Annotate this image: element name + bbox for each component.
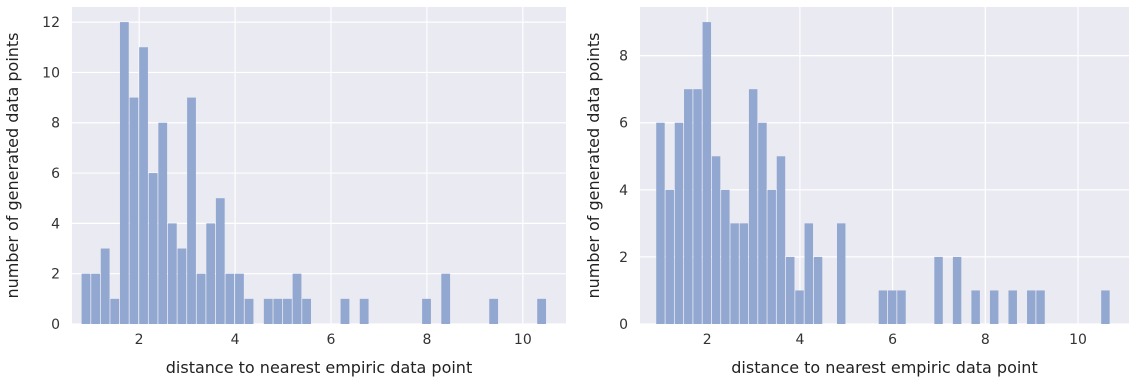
histogram-bar bbox=[702, 22, 712, 324]
histogram-bar bbox=[422, 298, 431, 324]
histogram-bar bbox=[187, 97, 196, 324]
histogram-bar bbox=[748, 89, 758, 325]
histogram-bar bbox=[177, 248, 187, 324]
histogram-bar bbox=[244, 298, 254, 324]
y-tick-label: 2 bbox=[619, 250, 628, 266]
y-tick-label: 12 bbox=[42, 15, 60, 31]
x-axis-label: distance to nearest empiric data point bbox=[166, 358, 472, 377]
x-tick-label: 10 bbox=[1069, 332, 1087, 348]
histogram-bar bbox=[273, 298, 283, 324]
histogram-bar bbox=[489, 298, 499, 324]
x-tick-label: 8 bbox=[981, 332, 990, 348]
histogram-bar bbox=[665, 189, 674, 324]
histogram-left: 2 4 6 8 10 0 2 4 6 8 10 12 distance to nearest empir… bbox=[3, 7, 566, 377]
histogram-bar bbox=[887, 290, 897, 324]
histogram-bar bbox=[148, 173, 158, 324]
histogram-bar bbox=[786, 256, 795, 324]
histogram-bar bbox=[836, 223, 846, 324]
y-axis-label: number of generated data points bbox=[3, 32, 22, 298]
x-tick-label: 6 bbox=[888, 332, 897, 348]
histogram-bar bbox=[952, 256, 962, 324]
y-axis-label: number of generated data points bbox=[584, 32, 603, 298]
y-tick-label: 6 bbox=[619, 116, 628, 132]
histogram-bar bbox=[340, 298, 350, 324]
histogram-bar bbox=[441, 273, 451, 324]
y-tick-label: 10 bbox=[42, 65, 60, 81]
histogram-bar bbox=[989, 290, 999, 324]
histogram-bar bbox=[878, 290, 888, 324]
y-tick-label: 6 bbox=[51, 166, 60, 182]
histogram-bar bbox=[971, 290, 980, 324]
histogram-bar bbox=[206, 223, 216, 324]
histogram-bar bbox=[739, 223, 749, 324]
histogram-bar bbox=[813, 256, 823, 324]
histogram-bar bbox=[711, 156, 721, 324]
histogram-bar bbox=[1008, 290, 1017, 324]
histogram-bar bbox=[934, 256, 943, 324]
histogram-bar bbox=[1027, 290, 1036, 324]
y-tick-label: 2 bbox=[51, 267, 60, 283]
y-tick-label: 8 bbox=[619, 49, 628, 65]
histogram-bar bbox=[776, 156, 786, 324]
histogram-bar bbox=[767, 189, 776, 324]
histogram-bar bbox=[158, 122, 168, 324]
histogram-bar bbox=[897, 290, 906, 324]
x-tick-label: 8 bbox=[422, 332, 431, 348]
histogram-bar bbox=[139, 47, 148, 324]
histogram-right: 2 4 6 8 10 0 2 4 6 8 distance to nearest empiric d… bbox=[584, 7, 1129, 377]
x-tick-label: 10 bbox=[514, 332, 532, 348]
histogram-bar bbox=[91, 273, 100, 324]
histogram-bar bbox=[1036, 290, 1045, 324]
histogram-bar bbox=[81, 273, 91, 324]
x-tick-label: 2 bbox=[703, 332, 712, 348]
histogram-bar bbox=[283, 298, 292, 324]
histogram-bar bbox=[302, 298, 312, 324]
histogram-bar bbox=[795, 290, 804, 324]
histogram-bar bbox=[804, 223, 814, 324]
histogram-bar bbox=[758, 122, 767, 324]
histogram-bar bbox=[684, 89, 693, 325]
histogram-bar bbox=[693, 89, 702, 325]
histogram-bar bbox=[730, 223, 739, 324]
histogram-bar bbox=[656, 122, 665, 324]
y-tick-label: 4 bbox=[619, 183, 628, 199]
histogram-bar bbox=[1101, 290, 1110, 324]
histogram-bar bbox=[225, 273, 235, 324]
histogram-bar bbox=[235, 273, 244, 324]
x-tick-label: 6 bbox=[327, 332, 336, 348]
x-tick-label: 4 bbox=[231, 332, 240, 348]
x-axis-label: distance to nearest empiric data point bbox=[731, 358, 1037, 377]
x-tick-label: 2 bbox=[135, 332, 144, 348]
y-tick-label: 4 bbox=[51, 216, 60, 232]
histogram-bar bbox=[215, 198, 225, 324]
histogram-bar bbox=[196, 273, 206, 324]
histogram-bar bbox=[167, 223, 177, 324]
y-tick-label: 8 bbox=[51, 116, 60, 132]
histogram-bar bbox=[721, 189, 730, 324]
y-tick-label: 0 bbox=[619, 317, 628, 333]
histogram-bar bbox=[119, 22, 129, 324]
y-tick-label: 0 bbox=[51, 317, 60, 333]
histogram-bar bbox=[674, 122, 684, 324]
histogram-bar bbox=[292, 273, 302, 324]
histogram-bar bbox=[359, 298, 369, 324]
histogram-bar bbox=[129, 97, 139, 324]
x-tick-label: 4 bbox=[795, 332, 804, 348]
histogram-bar bbox=[263, 298, 273, 324]
histogram-bar bbox=[100, 248, 110, 324]
histogram-bar bbox=[537, 298, 547, 324]
histogram-bar bbox=[110, 298, 120, 324]
